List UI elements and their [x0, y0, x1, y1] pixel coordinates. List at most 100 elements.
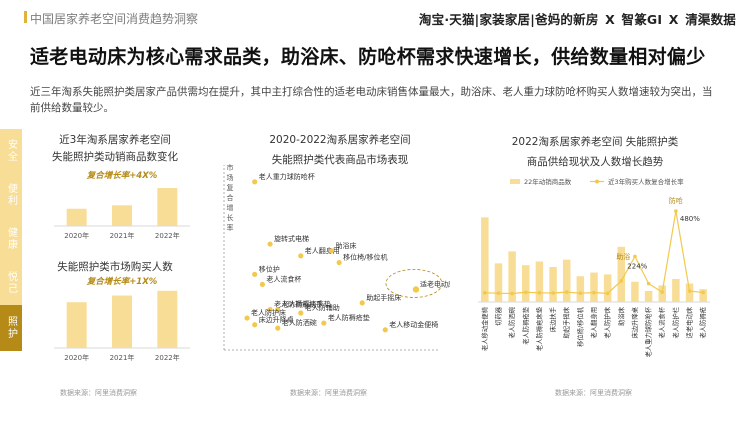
mid-point — [275, 325, 281, 331]
mid-point-label: 老人防褥疮扶手 — [274, 300, 323, 309]
mid-point — [412, 286, 420, 293]
mid-point-label: 移位椅/移位机 — [343, 253, 387, 262]
right-line-marker — [605, 291, 610, 296]
right-annotation-value: 480% — [680, 215, 700, 223]
right-line-marker — [633, 254, 637, 259]
mid-point — [244, 315, 250, 321]
right-bar — [644, 290, 653, 302]
right-chart-subtitle: 商品供给现状及人数增长趋势 — [526, 156, 664, 168]
right-tick-label: 老人翻身用 — [589, 307, 598, 338]
mid-y-axis-label-char: 复 — [227, 183, 234, 192]
mid-point-label: 老人流食杯 — [266, 274, 301, 283]
right-bar — [699, 289, 707, 302]
right-bar — [481, 217, 489, 302]
left-bottom-bar — [112, 295, 132, 348]
right-bar — [522, 265, 530, 302]
left-chart2-title: 失能照护类市场购买人数 — [57, 261, 173, 273]
right-bar — [617, 246, 626, 302]
left-bottom-tick-label: 2021年 — [110, 353, 135, 362]
mid-point — [359, 300, 365, 306]
mid-point-label: 老人防洒碗 — [282, 318, 317, 327]
page-description: 近三年淘系失能照护类居家产品供需均在提升，其中主打综合性的适老电动床销售体量最大… — [30, 86, 713, 114]
right-line-marker — [578, 291, 583, 295]
partner-zhizhuan: 智篆GI — [621, 12, 663, 27]
left-bottom-bar — [157, 290, 178, 348]
right-tick-label: 移位椅/移位机 — [575, 306, 584, 347]
page-headline: 适老电动床为核心需求品类，助浴床、防呛杯需求快速增长，供给数量相对偏少 — [30, 46, 706, 68]
right-line-marker — [701, 290, 705, 295]
right-tick-label: 老人防褥疮垫 — [521, 306, 530, 344]
mid-y-axis-label-char: 场 — [227, 173, 234, 182]
right-tick-label: 老人防褥疮床垫 — [534, 306, 543, 351]
right-tick-label: 老人防护栏 — [671, 307, 680, 338]
mid-point — [382, 327, 388, 333]
right-tick-label: 助浴床 — [616, 306, 625, 326]
sidebar-item-care[interactable]: 照护 — [0, 305, 22, 351]
mid-point-label: 旋转式电梯 — [274, 234, 309, 243]
mid-point-label: 老人防护床 — [251, 308, 286, 317]
left-bottom-annotation: 复合增长率+1X% — [86, 276, 158, 287]
mid-point — [328, 248, 335, 254]
right-bar — [672, 279, 680, 302]
mid-point-label: 助起手摇床 — [366, 293, 401, 302]
mid-point — [252, 179, 258, 185]
brand-home: 家装家居 — [479, 12, 531, 27]
sidebar-item-pleasure[interactable]: 悦己 — [0, 261, 22, 305]
mid-point — [259, 281, 265, 288]
left-bottom-bar — [66, 302, 87, 348]
right-bar — [535, 261, 544, 302]
mid-y-axis-label-char: 率 — [227, 223, 234, 232]
right-line-marker — [687, 289, 692, 293]
source-left: 数据来源：阿里消费洞察 — [60, 389, 137, 397]
mid-y-axis-label-char: 市 — [227, 163, 234, 172]
right-line-marker — [660, 290, 665, 294]
right-line-marker — [537, 291, 542, 295]
sidebar-item-convenience[interactable]: 便利 — [0, 173, 22, 217]
mid-point-label: 老人防辅助 — [305, 303, 340, 312]
mid-point — [298, 310, 304, 316]
sidebar-item-safety[interactable]: 安全 — [0, 129, 22, 173]
right-tick-label: 老人防褥疮 — [698, 306, 707, 338]
left-chart-title: 近3年淘系居家养老空间 — [59, 134, 171, 146]
mid-point — [252, 271, 258, 277]
sidebar-item-health[interactable]: 健康 — [0, 217, 22, 261]
mid-y-axis-label-char: 增 — [227, 203, 234, 212]
right-annotation-value: 224% — [627, 262, 647, 270]
source-mid: 数据来源：阿里消费洞察 — [290, 389, 367, 397]
right-line-marker — [496, 291, 501, 295]
mid-point-label: 老人翻身用 — [305, 246, 340, 255]
right-tick-label: 老人移动金便椅 — [480, 306, 489, 351]
mid-point — [267, 241, 273, 247]
right-line-marker — [523, 290, 528, 295]
left-top-tick-label: 2020年 — [64, 231, 89, 240]
right-line-marker — [483, 291, 487, 295]
right-chart-title: 2022淘系居家养老空间 失能照护类 — [511, 136, 679, 148]
partner-qingqu: 清渠数据 — [685, 12, 736, 27]
right-line-marker — [674, 209, 678, 213]
right-tick-label: 老人防洒碗 — [507, 306, 516, 338]
mid-chart-title: 2020-2022淘系居家养老空间 — [269, 134, 411, 146]
brand-strip: 淘宝·天猫|家装家居|爸妈的新房 X 智篆GI X 清渠数据 — [418, 12, 736, 27]
mid-point-label: 移位护 — [259, 264, 280, 273]
mid-point-label: 床边升降桌 — [259, 315, 294, 324]
mid-point — [275, 307, 281, 313]
right-tick-label: 适老电动床 — [685, 306, 694, 338]
left-chart-subtitle: 失能照护类动销商品数变化 — [52, 151, 178, 163]
left-top-tick-label: 2021年 — [110, 231, 135, 240]
mid-point — [298, 253, 304, 259]
right-line-marker — [551, 291, 555, 295]
mid-point — [267, 307, 273, 313]
right-bar — [508, 251, 516, 302]
right-bar — [549, 267, 557, 302]
left-top-annotation: 复合增长率+4X% — [86, 170, 158, 181]
right-line-marker — [510, 291, 514, 296]
brand-separator-2: X — [668, 12, 679, 27]
mid-point — [252, 322, 258, 328]
right-annotation-label: 防呛 — [669, 196, 683, 205]
left-bottom-tick-label: 2022年 — [155, 353, 180, 362]
brand-taobao: 淘宝 — [418, 12, 445, 27]
mid-highlight-ring — [385, 269, 443, 298]
right-legend-line-marker — [595, 179, 599, 184]
